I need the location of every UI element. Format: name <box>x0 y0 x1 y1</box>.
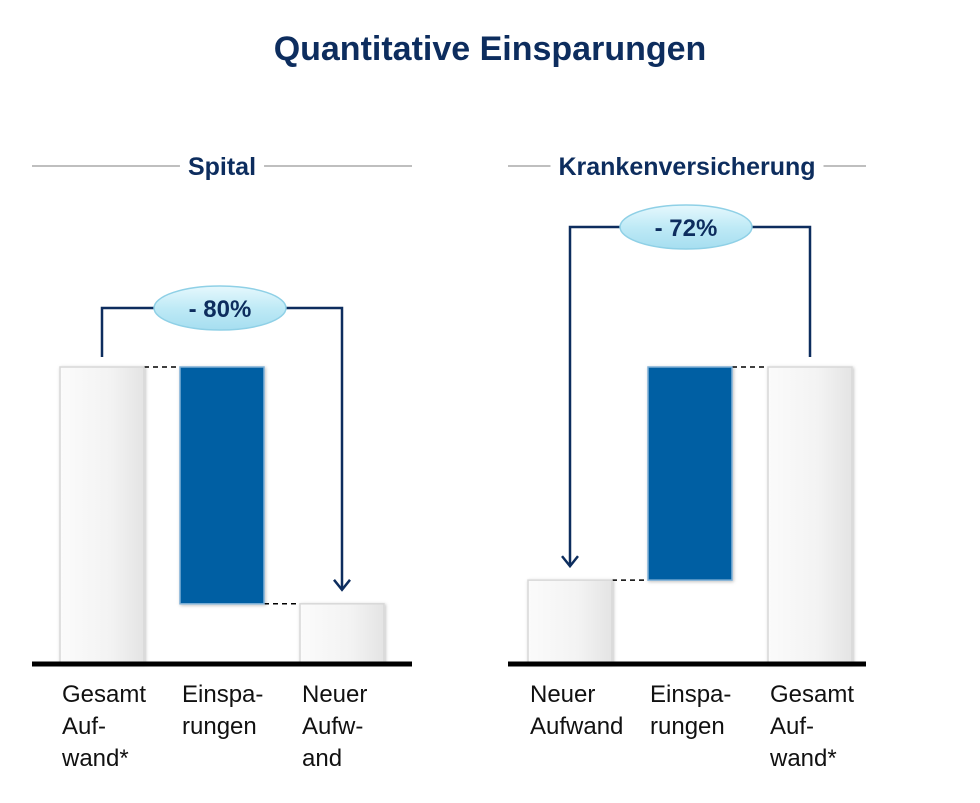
category-label-line: Neuer <box>302 681 367 708</box>
category-label: Neuer Aufwand <box>530 681 623 740</box>
change-label: - 80% <box>189 296 252 323</box>
category-label-line: and <box>302 745 342 772</box>
category-label-line: rungen <box>650 713 725 740</box>
category-label-line: Neuer <box>530 681 595 708</box>
bar-1 <box>527 579 613 664</box>
panel-1: Spital - 80% Gesamt Auf-wand* Einspa-rungen N… <box>32 153 412 772</box>
category-label: Einspa-rungen <box>650 681 731 740</box>
category-label-line: Einspa- <box>650 681 731 708</box>
category-label-line: Auf- <box>62 713 106 740</box>
change-label: - 72% <box>655 215 718 242</box>
category-label: Gesamt Auf-wand* <box>61 681 146 772</box>
panel-title: Krankenversicherung <box>558 153 815 181</box>
bar-2 <box>647 366 733 581</box>
arrow-head <box>333 579 351 592</box>
bar-3 <box>767 366 853 664</box>
panel-2: Krankenversicherung - 72% Neuer Aufwand Eins… <box>508 153 866 772</box>
category-label-line: Gesamt <box>770 681 854 708</box>
category-label: Gesamt Auf-wand* <box>769 681 854 772</box>
category-label-line: Gesamt <box>62 681 146 708</box>
category-label-line: wand* <box>769 745 837 772</box>
category-label-line: Aufw- <box>302 713 363 740</box>
bar-3 <box>299 603 385 664</box>
panel-title: Spital <box>188 153 256 181</box>
category-label-line: Aufwand <box>530 713 623 740</box>
bar-2 <box>179 366 265 605</box>
category-label-line: rungen <box>182 713 257 740</box>
arrow-head <box>561 555 579 569</box>
category-label-line: Einspa- <box>182 681 263 708</box>
category-label: Neuer Aufw-and <box>302 681 367 772</box>
category-label-line: wand* <box>61 745 129 772</box>
page-title: Quantitative Einsparungen <box>273 30 707 68</box>
change-badge <box>619 204 753 250</box>
change-badge <box>153 285 287 331</box>
bar-1 <box>59 366 145 664</box>
category-label-line: Auf- <box>770 713 814 740</box>
category-label: Einspa-rungen <box>182 681 263 740</box>
